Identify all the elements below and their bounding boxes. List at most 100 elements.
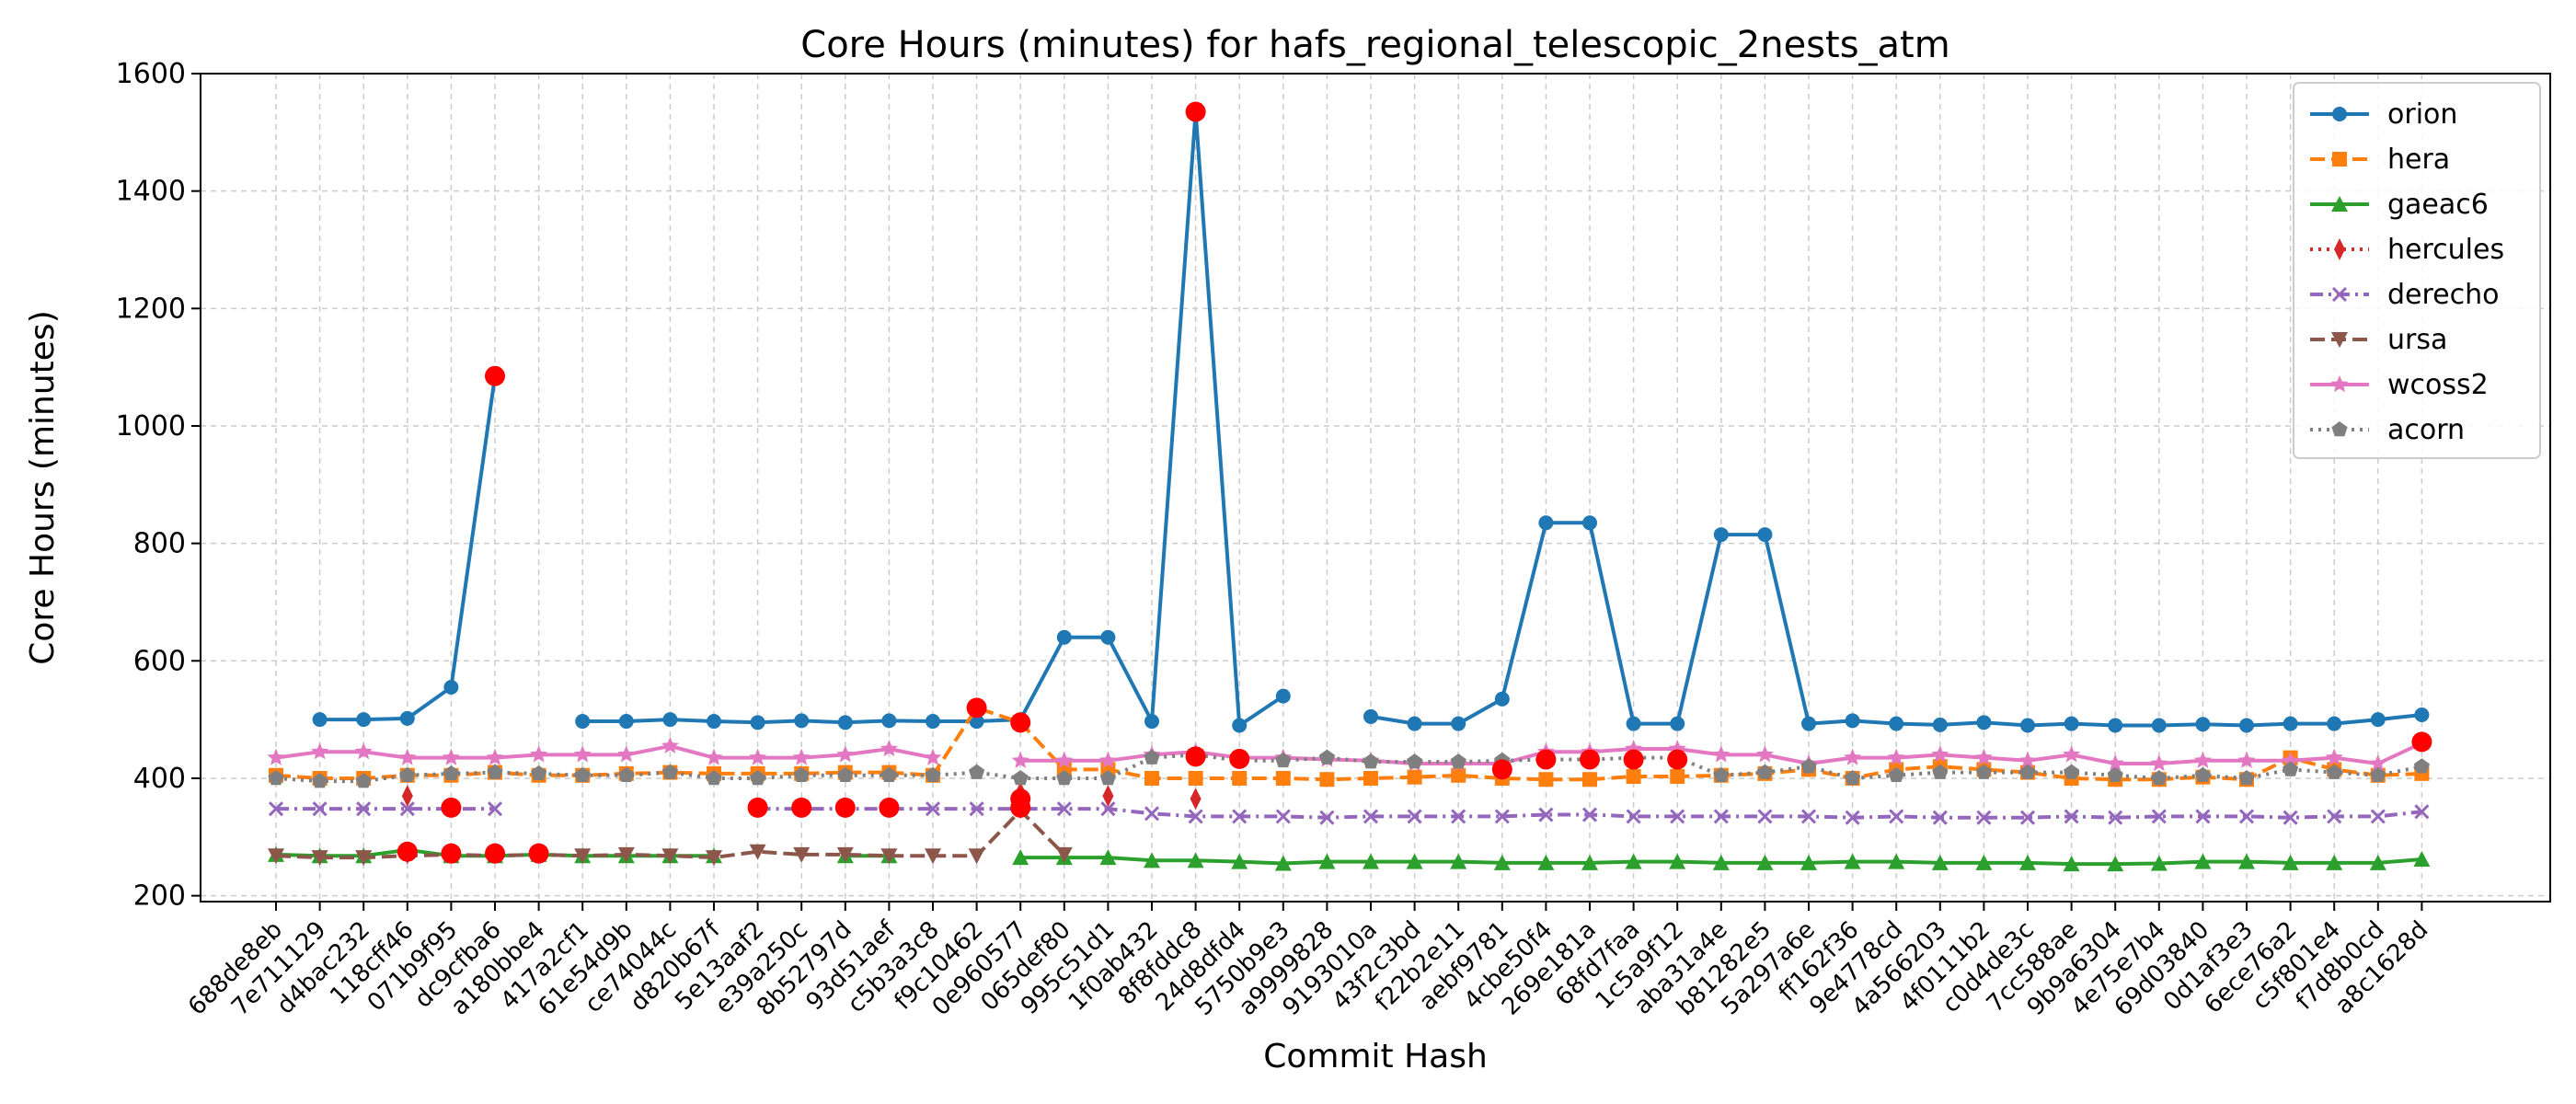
data-point-wcoss2 (1931, 745, 1949, 763)
data-point-acorn (399, 766, 416, 782)
data-point-acorn (1099, 770, 1116, 786)
data-point-orion (1538, 515, 1554, 531)
data-point-derecho (2414, 804, 2430, 820)
data-point-gaeac6 (1669, 853, 1686, 869)
data-point-wcoss2 (705, 748, 723, 765)
data-point-acorn (969, 764, 985, 779)
data-point-gaeac6 (2194, 853, 2212, 869)
series-derecho (268, 801, 2430, 825)
flagged-point (834, 797, 856, 818)
flagged-point (397, 841, 418, 862)
data-point-wcoss2 (2369, 754, 2387, 772)
data-point-acorn (487, 764, 503, 779)
flagged-point (485, 843, 505, 864)
data-point-acorn (2238, 770, 2255, 786)
flagged-point (1010, 712, 1031, 733)
data-point-orion (1275, 688, 1291, 704)
y-tick-label: 800 (133, 528, 186, 560)
data-point-derecho (312, 801, 328, 817)
flagged-point (1185, 746, 1206, 767)
data-point-wcoss2 (2282, 751, 2300, 768)
data-point-ursa (968, 848, 985, 865)
data-point-ursa (836, 846, 854, 863)
data-point-acorn (1975, 764, 1992, 779)
data-point-acorn (1056, 770, 1073, 786)
flagged-point (485, 365, 505, 386)
flagged-point (441, 843, 462, 864)
data-point-wcoss2 (530, 745, 548, 763)
data-point-gaeac6 (2019, 854, 2036, 870)
data-point-acorn (706, 770, 722, 786)
data-point-acorn (531, 765, 547, 781)
data-point-hera (1451, 767, 1466, 783)
data-point-orion (1889, 716, 1904, 731)
data-point-derecho (1363, 809, 1379, 824)
data-point-wcoss2 (661, 736, 679, 753)
data-point-orion (662, 712, 678, 728)
data-point-hercules (1102, 785, 1114, 808)
data-point-derecho (487, 801, 503, 817)
data-point-gaeac6 (1800, 854, 1817, 870)
data-point-derecho (1232, 809, 1248, 824)
data-point-derecho (2064, 809, 2079, 824)
data-point-orion (2283, 716, 2298, 731)
data-point-ursa (355, 850, 373, 867)
y-axis-ticks: 200 400 600 800 1000 1200 1400 1600 (116, 58, 201, 913)
data-point-orion (618, 714, 634, 730)
chart-title: Core Hours (minutes) for hafs_regional_t… (800, 24, 1949, 66)
data-point-gaeac6 (1450, 853, 1467, 869)
data-point-derecho (1100, 801, 1116, 817)
data-point-ursa (661, 848, 679, 865)
data-point-gaeac6 (2369, 854, 2386, 870)
data-point-wcoss2 (836, 745, 855, 763)
data-point-wcoss2 (1974, 748, 1993, 765)
data-point-derecho (2327, 809, 2342, 824)
data-point-ursa (706, 850, 722, 867)
legend-label-hercules: hercules (2387, 234, 2504, 266)
legend-box (2293, 82, 2541, 459)
data-point-hera (1188, 770, 1203, 786)
legend-marker-orion (2332, 107, 2347, 121)
data-point-gaeac6 (1888, 853, 1905, 869)
data-point-wcoss2 (924, 748, 942, 765)
data-point-orion (1363, 708, 1378, 724)
legend-label-orion: orion (2387, 98, 2457, 131)
legend-marker-ursa (2331, 332, 2348, 348)
data-point-ursa (268, 848, 284, 865)
data-point-orion (1670, 716, 1685, 731)
data-point-orion (1801, 716, 1816, 731)
data-point-gaeac6 (1493, 854, 1511, 870)
data-point-gaeac6 (1931, 854, 1949, 870)
data-point-orion (312, 712, 328, 728)
data-point-derecho (268, 801, 284, 817)
data-point-derecho (969, 801, 984, 817)
data-point-acorn (1407, 753, 1423, 769)
data-point-hera (1582, 772, 1597, 788)
data-point-wcoss2 (2106, 754, 2124, 772)
data-point-orion (2151, 718, 2167, 733)
data-point-orion (1932, 717, 1948, 732)
y-tick-label: 200 (133, 880, 186, 913)
series-line-hera (275, 706, 2422, 782)
data-point-wcoss2 (573, 745, 592, 763)
data-point-wcoss2 (1887, 748, 1905, 765)
data-point-wcoss2 (1712, 745, 1731, 763)
y-tick-label: 1200 (116, 293, 186, 325)
data-point-gaeac6 (1712, 854, 1730, 870)
data-point-orion (881, 713, 897, 729)
series-gaeac6 (268, 841, 2431, 872)
flagged-point (1667, 749, 1688, 770)
legend-item-acorn: acorn (2310, 414, 2465, 446)
data-point-gaeac6 (2326, 854, 2343, 870)
data-point-derecho (1976, 810, 1992, 825)
data-point-acorn (2019, 764, 2036, 779)
data-point-wcoss2 (267, 748, 285, 765)
flagged-point (1229, 748, 1250, 769)
data-point-acorn (1450, 753, 1466, 769)
data-point-acorn (1318, 749, 1335, 765)
series-line-wcoss2 (275, 743, 934, 760)
data-point-orion (1976, 715, 1992, 730)
data-point-gaeac6 (2150, 855, 2168, 871)
flagged-point (1580, 749, 1600, 770)
